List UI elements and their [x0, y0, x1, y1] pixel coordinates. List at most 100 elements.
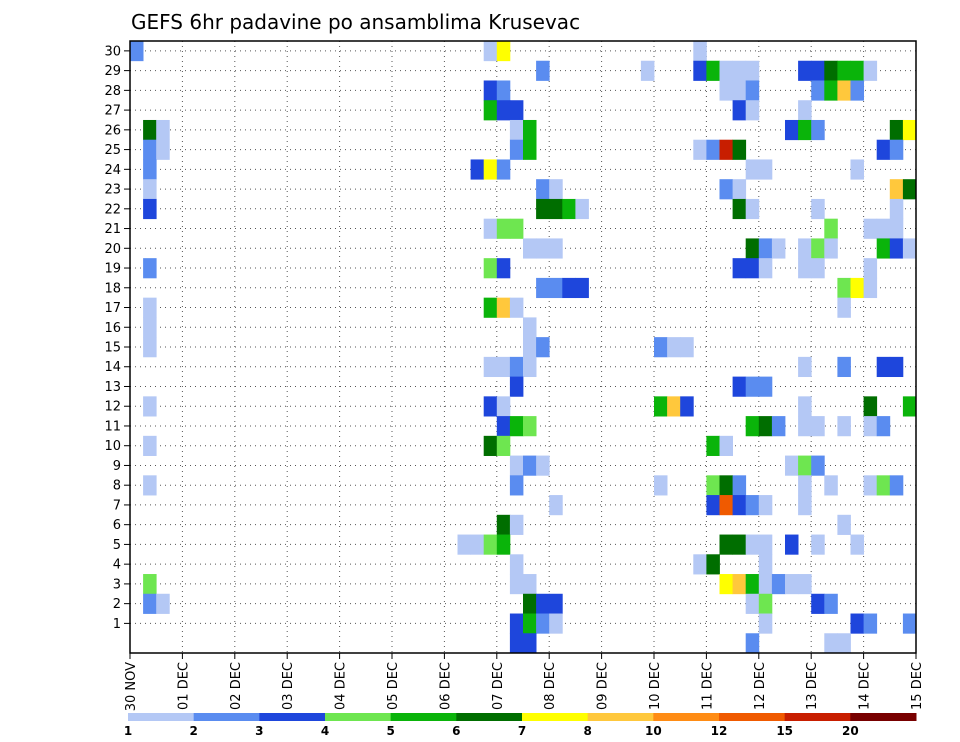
heatmap-cell — [654, 475, 668, 496]
heatmap-cell — [850, 277, 864, 299]
heatmap-cell — [509, 356, 524, 378]
heatmap-cell — [745, 198, 760, 220]
legend-swatch — [587, 713, 654, 721]
heatmap-cell — [536, 198, 550, 220]
heatmap-cell — [719, 435, 733, 456]
heatmap-cell — [706, 60, 720, 81]
heatmap-cell — [549, 277, 563, 299]
heatmap-cell — [837, 60, 851, 81]
heatmap-cell — [130, 41, 144, 62]
heatmap-cell — [483, 297, 498, 318]
heatmap-cell — [483, 356, 498, 378]
heatmap-cell — [798, 574, 812, 595]
heatmap-cell — [798, 455, 812, 476]
x-tick-label: 09 DEC — [596, 662, 611, 710]
heatmap-cell — [496, 356, 511, 378]
heatmap-cell — [837, 514, 851, 535]
heatmap-cell — [811, 60, 825, 81]
heatmap-cell — [876, 139, 891, 160]
y-tick-label: 11 — [104, 419, 121, 434]
legend-swatch — [850, 713, 917, 721]
heatmap-cell — [143, 119, 157, 141]
heatmap-cell — [496, 80, 511, 101]
heatmap-cell — [863, 613, 878, 634]
heatmap-cell — [640, 60, 655, 81]
y-tick-label: 26 — [104, 123, 121, 138]
heatmap-cell — [798, 238, 812, 259]
heatmap-cell — [889, 356, 904, 378]
heatmap-cell — [785, 574, 799, 595]
heatmap-cell — [902, 179, 917, 200]
heatmap-cell — [523, 317, 537, 338]
heatmap-cell — [811, 455, 825, 476]
heatmap-cell — [758, 495, 773, 516]
y-tick-label: 23 — [104, 183, 121, 198]
heatmap-cell — [156, 119, 170, 141]
heatmap-cell — [745, 258, 760, 279]
y-tick-label: 20 — [104, 242, 121, 257]
color-legend: 1 2 3 4 5 6 7 8 10 12 15 20 — [124, 713, 917, 738]
heatmap-cell — [745, 100, 760, 121]
heatmap-cell — [745, 238, 760, 259]
heatmap-cell — [549, 198, 563, 220]
heatmap-cell — [771, 574, 786, 595]
heatmap-cell — [850, 534, 864, 555]
y-tick-label: 24 — [104, 163, 121, 178]
heatmap-cell — [509, 613, 524, 634]
heatmap-cell — [667, 337, 681, 358]
heatmap-cell — [143, 198, 157, 220]
heatmap-cell — [509, 633, 524, 654]
heatmap-cell — [745, 376, 760, 397]
legend-label: 6 — [452, 724, 460, 738]
y-tick-label: 12 — [104, 400, 121, 415]
heatmap-cell — [719, 574, 733, 595]
heatmap-cell — [785, 119, 799, 141]
heatmap-cell — [745, 593, 760, 614]
heatmap-cell — [693, 60, 707, 81]
heatmap-cell — [496, 41, 511, 62]
heatmap-cell — [902, 119, 917, 141]
heatmap-cell — [680, 396, 694, 417]
heatmap-cell — [745, 159, 760, 180]
heatmap-cell — [575, 277, 589, 299]
heatmap-cell — [706, 435, 720, 456]
y-tick-label: 2 — [113, 597, 121, 612]
heatmap-cell — [143, 475, 157, 496]
legend-swatch — [390, 713, 457, 721]
heatmap-cell — [889, 179, 904, 200]
y-tick-label: 7 — [113, 498, 121, 513]
heatmap-cell — [889, 238, 904, 259]
legend-label: 8 — [583, 724, 591, 738]
y-tick-label: 8 — [113, 479, 121, 494]
heatmap-cell — [483, 159, 498, 180]
heatmap-cell — [483, 80, 498, 101]
heatmap-cell — [798, 416, 812, 437]
heatmap-cell — [758, 416, 773, 437]
heatmap-cell — [509, 100, 524, 121]
y-tick-label: 16 — [104, 321, 121, 336]
heatmap-cell — [732, 80, 747, 101]
heatmap-cell — [798, 60, 812, 81]
heatmap-cell — [837, 297, 851, 318]
heatmap-cell — [758, 238, 773, 259]
heatmap-cell — [509, 376, 524, 397]
heatmap-cell — [483, 41, 498, 62]
heatmap-cell — [824, 60, 838, 81]
heatmap-cell — [837, 416, 851, 437]
heatmap-cell — [483, 396, 498, 417]
heatmap-cell — [889, 139, 904, 160]
heatmap-cell — [732, 495, 747, 516]
heatmap-cell — [509, 119, 524, 141]
heatmap-cell — [509, 455, 524, 476]
y-tick-label: 6 — [113, 518, 121, 533]
heatmap-cell — [536, 179, 550, 200]
heatmap-cell — [850, 60, 864, 81]
heatmap-cell — [496, 218, 511, 239]
y-tick-label: 28 — [104, 84, 121, 99]
heatmap-cell — [523, 593, 537, 614]
y-axis: 1234567891011121314151617181920212223242… — [104, 44, 130, 632]
heatmap-cell — [706, 475, 720, 496]
heatmap-cell — [523, 119, 537, 141]
legend-swatch — [653, 713, 720, 721]
heatmap-cell — [863, 396, 878, 417]
